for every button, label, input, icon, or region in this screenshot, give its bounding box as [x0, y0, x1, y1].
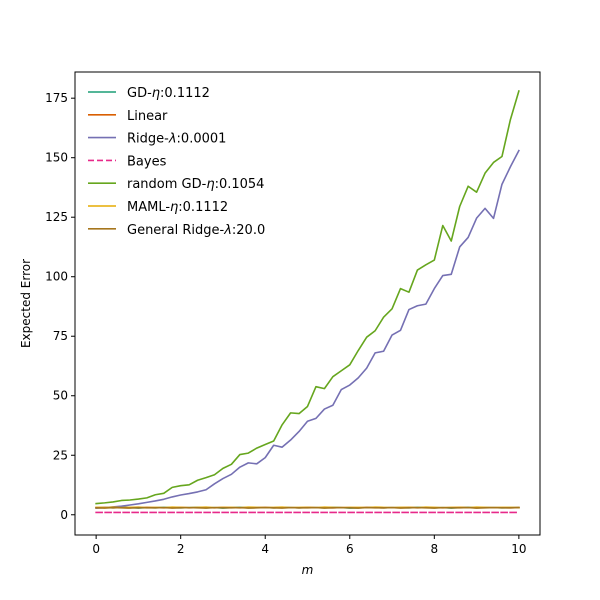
legend-label-2: Ridge-λ:0.0001 [127, 132, 226, 147]
legend-label-symbol-6: λ [223, 223, 232, 238]
legend-label-main-6: General Ridge- [127, 223, 225, 238]
series-layer [95, 90, 520, 514]
legend-label-symbol-4: η [206, 177, 214, 192]
plot-area [75, 72, 540, 535]
y-tick-label-3: 75 [53, 329, 68, 343]
y-axis-ticks: 0 25 50 75 100 125 150 175 [45, 91, 75, 522]
legend-label-symbol-5: η [170, 200, 178, 215]
legend-label-main-1: Linear [127, 109, 168, 124]
legend-label-main-4: random GD- [127, 177, 207, 192]
y-axis-label: Expected Error [19, 259, 33, 348]
x-tick-label-5: 10 [511, 542, 526, 556]
legend-label-symbol-2: λ [168, 132, 177, 147]
x-axis-label: m [302, 563, 314, 577]
x-tick-label-4: 8 [430, 542, 438, 556]
x-tick-label-3: 6 [346, 542, 354, 556]
x-tick-label-2: 4 [261, 542, 269, 556]
legend-label-value-5: :0.1112 [178, 200, 228, 215]
legend-label-value-2: :0.0001 [177, 132, 227, 147]
plot-frame [74, 71, 541, 536]
legend-label-symbol-0: η [152, 86, 160, 101]
legend-label-main-2: Ridge- [127, 132, 169, 147]
y-tick-label-4: 100 [45, 270, 68, 284]
y-tick-label-0: 0 [60, 508, 68, 522]
y-tick-label-2: 50 [53, 389, 68, 403]
x-tick-label-0: 0 [92, 542, 100, 556]
legend-label-0: GD-η:0.1112 [127, 86, 210, 101]
y-tick-label-5: 125 [45, 210, 68, 224]
legend-label-main-5: MAML- [127, 200, 170, 215]
legend-label-5: MAML-η:0.1112 [127, 200, 228, 215]
y-tick-label-6: 150 [45, 151, 68, 165]
legend-label-value-6: :20.0 [232, 223, 265, 238]
legend: GD-η:0.1112LinearRidge-λ:0.0001Bayesrand… [88, 86, 265, 238]
legend-label-4: random GD-η:0.1054 [127, 177, 264, 192]
legend-label-6: General Ridge-λ:20.0 [127, 223, 265, 238]
x-axis-ticks: 0 2 4 6 8 10 [92, 535, 527, 556]
legend-label-main-3: Bayes [127, 154, 167, 169]
x-tick-label-1: 2 [177, 542, 185, 556]
legend-label-value-4: :0.1054 [215, 177, 265, 192]
y-tick-label-7: 175 [45, 91, 68, 105]
series-line-4 [95, 90, 520, 505]
series-line-2 [95, 149, 520, 509]
legend-label-3: Bayes [127, 154, 167, 169]
legend-label-value-0: :0.1112 [160, 86, 210, 101]
legend-label-main-0: GD- [127, 86, 152, 101]
legend-label-1: Linear [127, 109, 168, 124]
y-tick-label-1: 25 [53, 448, 68, 462]
